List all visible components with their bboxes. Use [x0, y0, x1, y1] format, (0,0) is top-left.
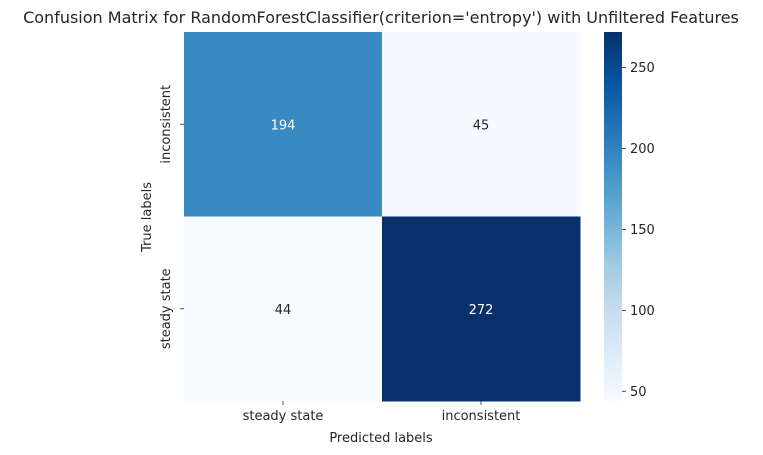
colorbar-tick-label: 250 [630, 61, 655, 76]
colorbar-ticks: 50 100 150 200 250 [622, 61, 655, 400]
y-tick-label: steady state [159, 268, 174, 349]
heatmap-cell-value: 45 [473, 118, 490, 133]
heatmap-cell [382, 32, 581, 217]
x-tick-label: inconsistent [442, 409, 521, 424]
y-tick-label: inconsistent [159, 85, 174, 164]
colorbar-tick-label: 150 [630, 223, 655, 238]
heatmap-cells [184, 32, 581, 402]
colorbar-tick-label: 100 [630, 304, 655, 319]
heatmap-cell-value: 194 [271, 118, 296, 133]
heatmap-cell [184, 216, 383, 402]
heatmap-cell [184, 32, 383, 217]
heatmap-cell-value: 44 [275, 303, 292, 318]
x-tick-label: steady state [243, 409, 324, 424]
x-axis-label: Predicted labels [329, 431, 433, 446]
colorbar [604, 32, 622, 401]
y-axis-ticks: inconsistent steady state [159, 85, 184, 349]
colorbar-tick-label: 50 [630, 385, 647, 400]
y-axis-label: True labels [140, 182, 155, 253]
heatmap-cell-value: 272 [469, 303, 494, 318]
chart-title: Confusion Matrix for RandomForestClassif… [23, 8, 739, 27]
heatmap-cell-labels: 194 45 44 272 [271, 118, 494, 318]
heatmap-cell [382, 216, 581, 402]
x-axis-ticks: steady state inconsistent [243, 401, 521, 424]
colorbar-tick-label: 200 [630, 142, 655, 157]
